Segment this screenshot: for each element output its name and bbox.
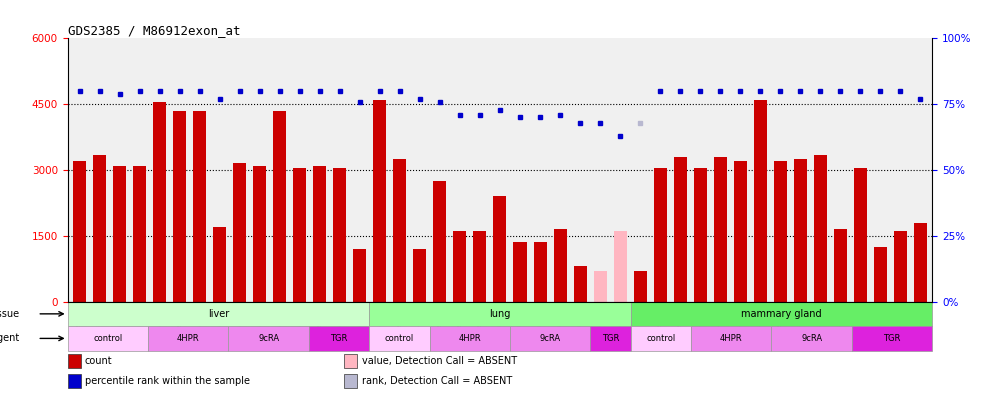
Text: 4HPR: 4HPR (177, 334, 200, 343)
Bar (344, 374, 357, 388)
Bar (293, 168, 306, 302)
Text: GDS2385 / M86912exon_at: GDS2385 / M86912exon_at (68, 24, 241, 37)
Bar (68, 326, 148, 351)
Bar (93, 155, 106, 302)
Bar (214, 227, 227, 302)
Bar (510, 326, 590, 351)
Bar (590, 326, 631, 351)
Bar (894, 231, 907, 302)
Bar (229, 326, 309, 351)
Bar (453, 231, 466, 302)
Bar (273, 111, 286, 302)
Bar (253, 166, 266, 302)
Bar (554, 229, 567, 302)
Text: TGR: TGR (330, 334, 348, 343)
Bar (714, 157, 727, 302)
Text: liver: liver (208, 309, 229, 319)
Bar (68, 354, 81, 368)
Text: 9cRA: 9cRA (258, 334, 279, 343)
Bar (633, 271, 647, 302)
Text: value, Detection Call = ABSENT: value, Detection Call = ABSENT (362, 356, 517, 366)
Bar (429, 326, 510, 351)
Bar (74, 161, 86, 302)
Bar (353, 249, 367, 302)
Text: tissue: tissue (0, 309, 20, 319)
Bar (654, 168, 667, 302)
Bar (414, 249, 426, 302)
Bar (613, 231, 626, 302)
Bar (313, 166, 326, 302)
Bar (193, 111, 206, 302)
Bar (694, 168, 707, 302)
Text: control: control (385, 334, 414, 343)
Text: agent: agent (0, 333, 20, 343)
Bar (344, 354, 357, 368)
Text: TGR: TGR (884, 334, 901, 343)
Bar (133, 166, 146, 302)
Bar (173, 111, 186, 302)
Text: lung: lung (489, 309, 511, 319)
Bar (574, 266, 586, 302)
Bar (514, 242, 527, 302)
Bar (794, 159, 807, 302)
Text: 9cRA: 9cRA (540, 334, 561, 343)
Bar (234, 164, 247, 302)
Bar (493, 196, 507, 302)
Text: 9cRA: 9cRA (801, 334, 822, 343)
Text: control: control (646, 334, 676, 343)
Bar (394, 159, 407, 302)
Bar (913, 223, 926, 302)
Text: rank, Detection Call = ABSENT: rank, Detection Call = ABSENT (362, 376, 512, 386)
Bar (433, 181, 446, 302)
Bar (771, 326, 852, 351)
Text: count: count (84, 356, 112, 366)
Bar (534, 242, 547, 302)
Text: percentile rank within the sample: percentile rank within the sample (84, 376, 249, 386)
Bar (369, 326, 429, 351)
Bar (631, 302, 932, 326)
Bar (593, 271, 606, 302)
Bar (333, 168, 346, 302)
Bar (309, 326, 369, 351)
Text: mammary gland: mammary gland (742, 309, 822, 319)
Bar (369, 302, 631, 326)
Bar (753, 100, 766, 302)
Bar (113, 166, 126, 302)
Text: TGR: TGR (602, 334, 619, 343)
Bar (854, 168, 867, 302)
Bar (153, 102, 166, 302)
Bar (148, 326, 229, 351)
Bar (68, 302, 369, 326)
Bar (674, 157, 687, 302)
Bar (814, 155, 827, 302)
Bar (852, 326, 932, 351)
Bar (374, 100, 387, 302)
Bar (773, 161, 786, 302)
Bar (691, 326, 771, 351)
Bar (473, 231, 486, 302)
Bar (834, 229, 847, 302)
Bar (68, 374, 81, 388)
Bar (734, 161, 746, 302)
Text: 4HPR: 4HPR (458, 334, 481, 343)
Bar (631, 326, 691, 351)
Text: control: control (93, 334, 122, 343)
Text: 4HPR: 4HPR (720, 334, 743, 343)
Bar (874, 247, 887, 302)
